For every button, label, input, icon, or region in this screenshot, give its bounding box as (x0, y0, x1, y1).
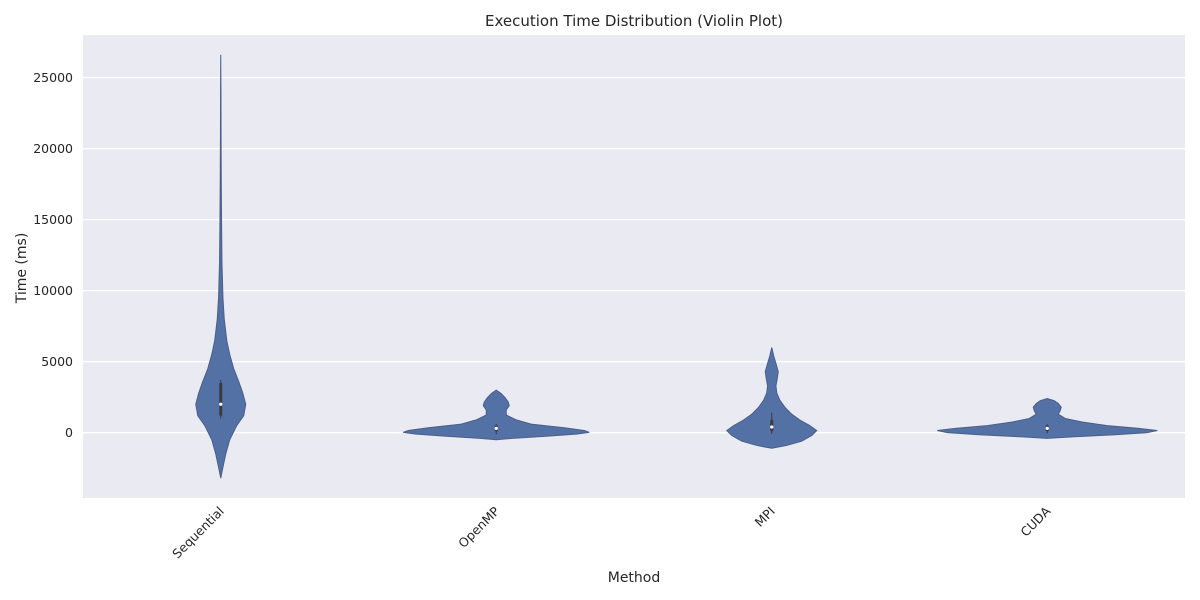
y-tick-label: 15000 (33, 212, 73, 227)
violin-mpi (725, 347, 818, 449)
violin-cuda (937, 398, 1158, 439)
chart-title: Execution Time Distribution (Violin Plot… (485, 12, 783, 30)
violin-openmp (403, 389, 590, 441)
y-tick-labels: 0 5000 10000 15000 20000 25000 (33, 70, 73, 440)
median-point-cuda (1045, 426, 1049, 431)
grid-lines (83, 76, 1185, 434)
plot-area (83, 35, 1185, 498)
x-tick-label: CUDA (1017, 503, 1053, 539)
y-tick-label: 25000 (33, 70, 73, 85)
y-tick-label: 20000 (33, 141, 73, 156)
violins (195, 54, 1158, 479)
y-tick-label: 5000 (41, 354, 73, 369)
y-tick-label: 0 (65, 425, 73, 440)
x-tick-labels: Sequential OpenMP MPI CUDA (169, 503, 1054, 561)
x-tick-label: OpenMP (455, 503, 502, 550)
x-tick-label: MPI (752, 504, 778, 530)
median-point-openmp (494, 426, 498, 431)
violin-sequential (195, 54, 247, 479)
median-point-sequential (219, 402, 223, 406)
y-axis-label: Time (ms) (14, 233, 30, 305)
x-tick-label: Sequential (169, 504, 227, 562)
y-tick-label: 10000 (33, 283, 73, 298)
median-point-mpi (770, 425, 774, 429)
x-axis-label: Method (608, 570, 661, 586)
